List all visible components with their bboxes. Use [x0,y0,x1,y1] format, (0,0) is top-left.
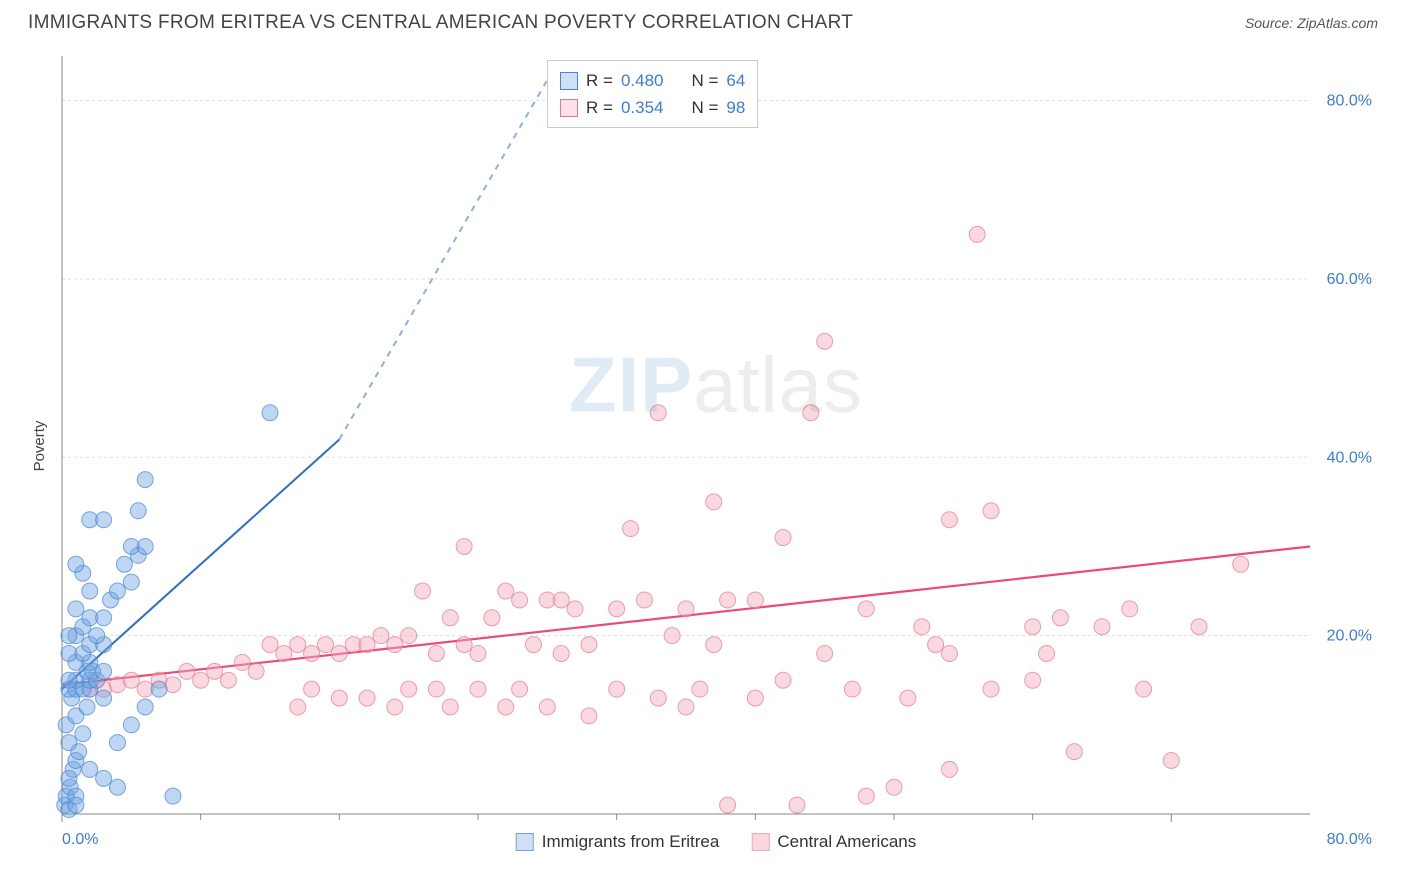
svg-text:80.0%: 80.0% [1327,93,1372,110]
source-attribution: Source: ZipAtlas.com [1245,15,1378,31]
source-name: ZipAtlas.com [1297,15,1378,31]
legend-label-0: Immigrants from Eritrea [542,832,720,852]
legend-correlation: R = 0.480 N = 64 R = 0.354 N = 98 [547,60,758,128]
source-prefix: Source: [1245,15,1297,31]
swatch-legend-0 [516,833,534,851]
chart-title: IMMIGRANTS FROM ERITREA VS CENTRAL AMERI… [28,12,853,34]
legend-item-1: Central Americans [751,832,916,852]
r-label: R = [586,94,613,121]
n-value-0: 64 [726,67,745,94]
svg-text:20.0%: 20.0% [1327,628,1372,645]
r-value-1: 0.354 [621,94,664,121]
n-value-1: 98 [726,94,745,121]
legend-row-series-1: R = 0.354 N = 98 [560,94,745,121]
swatch-legend-1 [751,833,769,851]
legend-item-0: Immigrants from Eritrea [516,832,720,852]
scatter-plot: 20.0% 40.0% 60.0% 80.0% 0.0% 80.0% [52,46,1380,854]
r-value-0: 0.480 [621,67,664,94]
swatch-series-0 [560,72,578,90]
legend-series: Immigrants from Eritrea Central American… [516,832,916,852]
svg-text:40.0%: 40.0% [1327,449,1372,466]
chart-header: IMMIGRANTS FROM ERITREA VS CENTRAL AMERI… [0,0,1406,40]
svg-text:0.0%: 0.0% [62,831,98,848]
n-label: N = [691,67,718,94]
svg-text:80.0%: 80.0% [1327,831,1372,848]
swatch-series-1 [560,99,578,117]
svg-text:60.0%: 60.0% [1327,271,1372,288]
r-label: R = [586,67,613,94]
legend-label-1: Central Americans [777,832,916,852]
y-axis-label: Poverty [31,421,48,472]
chart-area: 20.0%40.0%60.0%80.0%0.0%80.0% ZIPatlas R… [52,46,1380,854]
n-label: N = [691,94,718,121]
legend-row-series-0: R = 0.480 N = 64 [560,67,745,94]
